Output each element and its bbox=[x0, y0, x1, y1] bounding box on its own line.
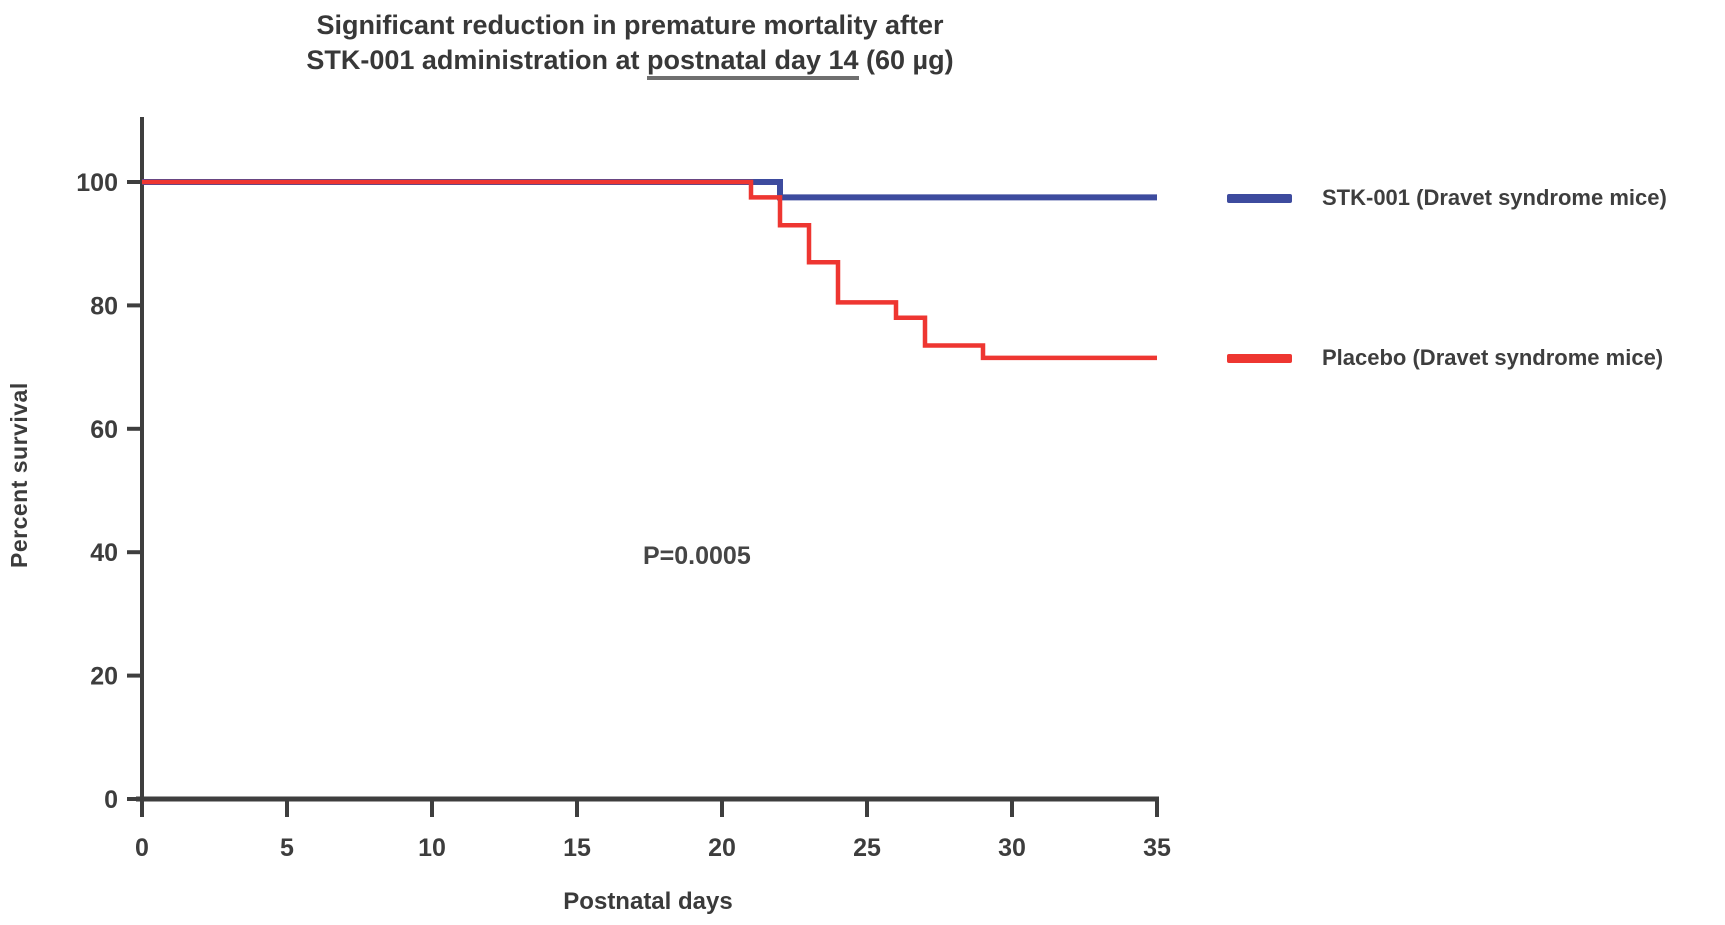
chart-title-underlined-phrase: postnatal day 14 bbox=[646, 45, 859, 80]
legend-swatch-placebo bbox=[1227, 353, 1292, 363]
y-tick-label: 20 bbox=[90, 663, 118, 691]
y-tick-label: 80 bbox=[90, 292, 118, 320]
x-tick-label: 5 bbox=[280, 834, 294, 862]
legend-label-stk001: STK-001 (Dravet syndrome mice) bbox=[1322, 185, 1667, 210]
chart-title-line2: STK-001 administration at postnatal day … bbox=[105, 43, 1155, 80]
x-tick-label: 10 bbox=[418, 834, 446, 862]
x-tick-label: 35 bbox=[1143, 834, 1171, 862]
chart-title-line2-suffix: (60 µg) bbox=[858, 45, 954, 75]
chart-title-line1-text: Significant reduction in premature morta… bbox=[316, 10, 944, 40]
chart-title-line2-prefix: STK-001 administration at bbox=[306, 45, 647, 75]
series-line-stk001 bbox=[142, 179, 1157, 201]
legend-item-placebo: Placebo (Dravet syndrome mice) bbox=[1227, 345, 1664, 370]
x-tick-label: 25 bbox=[853, 834, 881, 862]
y-tick-label: 100 bbox=[76, 169, 118, 197]
chart-title-line1: Significant reduction in premature morta… bbox=[105, 8, 1155, 43]
y-tick-label: 40 bbox=[90, 539, 118, 567]
series-line-placebo bbox=[142, 179, 1157, 361]
y-tick-label: 0 bbox=[104, 786, 118, 814]
chart-title: Significant reduction in premature morta… bbox=[105, 8, 1155, 80]
x-tick-label: 15 bbox=[563, 834, 591, 862]
legend-item-stk001: STK-001 (Dravet syndrome mice) bbox=[1227, 185, 1667, 210]
x-tick-label: 0 bbox=[135, 834, 149, 862]
x-tick-label: 20 bbox=[708, 834, 736, 862]
y-tick-label: 60 bbox=[90, 416, 118, 444]
x-tick-label: 30 bbox=[998, 834, 1026, 862]
p-value-annotation: P=0.0005 bbox=[643, 542, 751, 570]
y-axis-title: Percent survival bbox=[6, 382, 32, 568]
legend-swatch-stk001 bbox=[1227, 193, 1292, 203]
x-axis-title: Postnatal days bbox=[563, 888, 733, 915]
legend-label-placebo: Placebo (Dravet syndrome mice) bbox=[1322, 345, 1664, 370]
